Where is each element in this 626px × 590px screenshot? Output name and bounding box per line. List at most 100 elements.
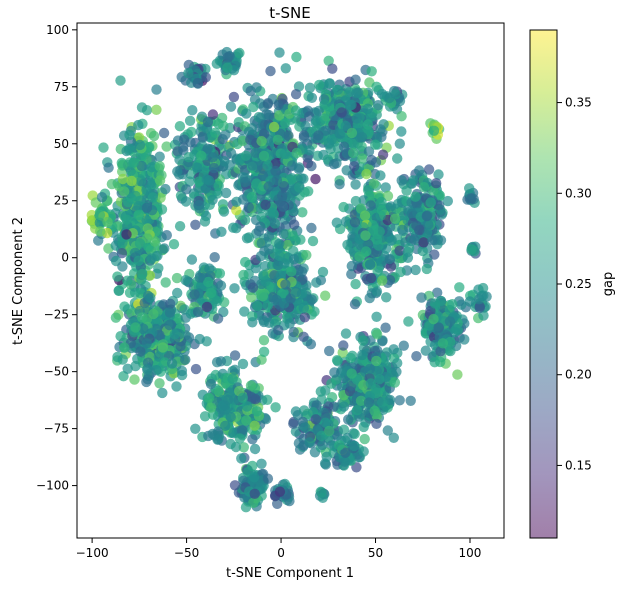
- scatter-point: [192, 162, 203, 173]
- scatter-point: [106, 178, 118, 190]
- scatter-point: [273, 324, 284, 336]
- scatter-point: [130, 360, 141, 372]
- scatter-point: [237, 358, 249, 370]
- scatter-point: [307, 235, 319, 247]
- scatter-point: [398, 340, 409, 351]
- scatter-point: [278, 228, 289, 240]
- scatter-point: [246, 191, 258, 203]
- scatter-point: [283, 130, 294, 141]
- scatter-point: [159, 243, 170, 254]
- colorbar-tick-label: 0.30: [565, 186, 592, 200]
- scatter-point: [464, 183, 475, 194]
- scatter-point: [130, 247, 141, 258]
- scatter-point: [403, 316, 414, 327]
- scatter-point: [243, 126, 255, 137]
- scatter-point: [136, 160, 147, 172]
- scatter-point: [256, 354, 267, 365]
- scatter-point: [239, 306, 250, 317]
- scatter-point: [315, 275, 327, 286]
- scatter-point: [477, 282, 489, 294]
- scatter-point: [365, 272, 377, 284]
- scatter-point: [325, 106, 336, 117]
- scatter-point: [304, 437, 315, 448]
- scatter-point: [174, 221, 186, 232]
- scatter-point: [349, 299, 361, 310]
- scatter-point: [246, 292, 257, 303]
- scatter-point: [262, 300, 273, 311]
- scatter-point: [334, 179, 345, 190]
- scatter-point: [395, 266, 406, 278]
- scatter-point: [119, 342, 130, 353]
- scatter-point: [258, 335, 270, 346]
- scatter-point: [186, 254, 198, 265]
- scatter-point: [141, 202, 153, 213]
- scatter-point: [274, 47, 285, 58]
- scatter-point: [396, 175, 407, 186]
- scatter-point: [183, 332, 195, 343]
- scatter-point: [142, 223, 153, 234]
- scatter-point: [377, 149, 389, 160]
- scatter-point: [279, 258, 290, 269]
- scatter-point: [178, 134, 190, 145]
- scatter-point: [375, 170, 386, 181]
- scatter-point: [406, 208, 418, 219]
- scatter-point: [289, 219, 300, 230]
- scatter-point: [124, 143, 135, 154]
- scatter-point: [364, 259, 376, 270]
- scatter-point: [384, 92, 395, 104]
- scatter-point: [133, 119, 144, 131]
- scatter-point: [411, 351, 422, 362]
- scatter-point: [241, 233, 253, 244]
- scatter-point: [103, 162, 114, 173]
- scatter-point: [319, 113, 330, 124]
- scatter-point: [117, 160, 128, 171]
- scatter-point: [362, 184, 374, 196]
- scatter-point: [345, 352, 356, 364]
- scatter-point: [349, 440, 360, 452]
- scatter-point: [208, 162, 220, 174]
- scatter-point: [136, 151, 147, 162]
- scatter-point: [331, 355, 343, 366]
- scatter-point: [444, 316, 456, 327]
- scatter-point: [356, 141, 367, 152]
- scatter-point: [340, 328, 352, 339]
- scatter-point: [374, 374, 385, 385]
- scatter-point: [236, 425, 248, 436]
- scatter-point: [335, 128, 346, 140]
- scatter-point: [213, 180, 224, 192]
- scatter-point: [225, 148, 237, 159]
- scatter-point: [151, 84, 162, 95]
- scatter-point: [243, 201, 254, 213]
- scatter-point: [241, 108, 252, 119]
- scatter-point: [272, 134, 283, 145]
- scatter-point: [194, 333, 205, 345]
- scatter-point: [160, 277, 171, 288]
- scatter-point: [359, 210, 371, 221]
- scatter-point: [327, 63, 338, 74]
- scatter-point: [200, 72, 211, 83]
- scatter-point: [328, 159, 340, 170]
- scatter-point: [371, 311, 382, 322]
- scatter-point: [279, 148, 290, 159]
- scatter-point: [252, 300, 263, 312]
- scatter-point: [310, 173, 321, 185]
- scatter-point: [193, 199, 205, 211]
- scatter-point: [209, 252, 220, 263]
- scatter-point: [263, 109, 274, 121]
- scatter-point: [172, 287, 183, 299]
- scatter-point: [121, 229, 132, 240]
- scatter-point: [464, 296, 476, 307]
- scatter-point: [229, 350, 241, 361]
- scatter-point: [371, 286, 383, 297]
- scatter-point: [416, 292, 427, 303]
- scatter-point: [203, 276, 214, 288]
- scatter-point: [270, 402, 281, 413]
- scatter-point: [338, 340, 349, 351]
- scatter-point: [364, 363, 376, 375]
- scatter-point: [133, 200, 144, 212]
- y-tick-label: −75: [44, 422, 69, 436]
- scatter-point: [358, 446, 369, 457]
- scatter-point: [305, 339, 317, 350]
- scatter-point: [236, 453, 247, 464]
